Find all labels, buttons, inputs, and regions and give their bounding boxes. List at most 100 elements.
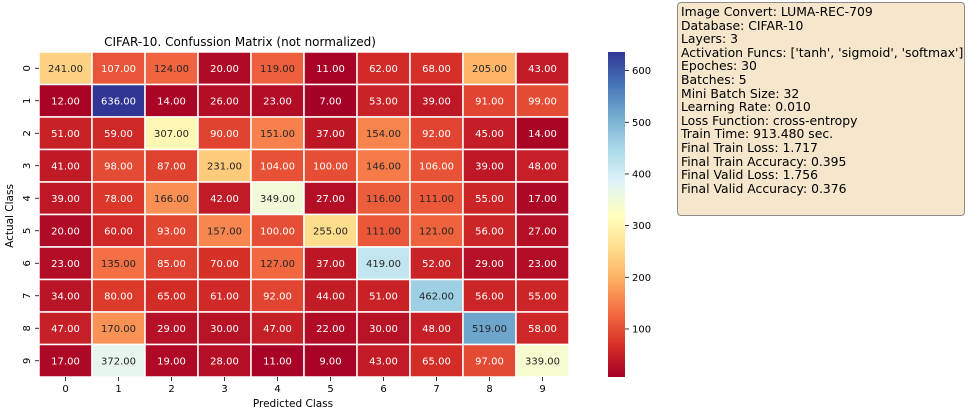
info-line: Final Train Loss: 1.717 (681, 139, 818, 155)
cell-value-label: 349.00 (260, 194, 295, 205)
heatmap-cell (515, 213, 570, 248)
cell-value-label: 58.00 (528, 324, 557, 335)
cell-value-label: 23.00 (51, 259, 80, 270)
cell-value-label: 53.00 (369, 96, 398, 107)
info-line: Final Train Accuracy: 0.395 (681, 153, 847, 169)
cell-value-label: 39.00 (51, 194, 80, 205)
heatmap-cell (38, 213, 93, 248)
y-tick-label: 8 (22, 325, 33, 331)
cell-value-label: 12.00 (51, 96, 80, 107)
heatmap-cell (303, 181, 358, 216)
heatmap-cell (409, 213, 464, 248)
cell-value-label: 34.00 (51, 291, 80, 302)
cell-value-label: 121.00 (419, 226, 454, 237)
cell-value-label: 23.00 (528, 259, 557, 270)
heatmap-cell (356, 51, 411, 86)
cell-value-label: 519.00 (472, 324, 507, 335)
cell-value-label: 42.00 (210, 194, 239, 205)
cell-value-label: 27.00 (528, 226, 557, 237)
cell-value-label: 65.00 (422, 356, 451, 367)
heatmap-cell (515, 51, 570, 86)
info-line: Batches: 5 (681, 71, 747, 87)
cell-value-label: 372.00 (101, 356, 136, 367)
info-line: Image Convert: LUMA-REC-709 (681, 4, 873, 19)
cell-value-label: 154.00 (366, 129, 401, 140)
heatmap-cell (38, 83, 93, 118)
cell-value-label: 636.00 (101, 96, 136, 107)
cell-value-label: 339.00 (525, 356, 560, 367)
cell-value-label: 20.00 (51, 226, 80, 237)
heatmap-cell (144, 51, 199, 86)
cell-value-label: 23.00 (263, 96, 292, 107)
x-tick-label: 5 (327, 384, 333, 395)
cell-value-label: 30.00 (210, 324, 239, 335)
cell-value-label: 29.00 (157, 324, 186, 335)
x-tick-label: 1 (115, 384, 121, 395)
cell-value-label: 119.00 (260, 64, 295, 75)
x-tick-label: 6 (380, 384, 386, 395)
heatmap-cell (462, 181, 517, 216)
heatmap-cell (303, 51, 358, 86)
x-tick-label: 4 (274, 384, 280, 395)
cell-value-label: 205.00 (472, 64, 507, 75)
cell-value-label: 68.00 (422, 64, 451, 75)
heatmap-cell (250, 343, 305, 378)
colorbar-tick-label: 200 (632, 273, 651, 284)
cell-value-label: 92.00 (422, 129, 451, 140)
colorbar-tick-label: 300 (632, 221, 651, 232)
cell-value-label: 51.00 (51, 129, 80, 140)
cell-value-label: 85.00 (157, 259, 186, 270)
cell-value-label: 111.00 (419, 194, 454, 205)
cell-value-label: 98.00 (104, 161, 133, 172)
cell-value-label: 111.00 (366, 226, 401, 237)
cell-value-label: 93.00 (157, 226, 186, 237)
cell-value-label: 100.00 (313, 161, 348, 172)
cell-value-label: 26.00 (210, 96, 239, 107)
cell-value-label: 124.00 (154, 64, 189, 75)
cell-value-label: 52.00 (422, 259, 451, 270)
heatmap-cell (515, 148, 570, 183)
info-line: Mini Batch Size: 32 (681, 85, 800, 101)
heatmap-cell (515, 311, 570, 346)
cell-value-label: 87.00 (157, 161, 186, 172)
heatmap-cell (144, 246, 199, 281)
heatmap-cell (303, 213, 358, 248)
x-tick-label: 8 (486, 384, 492, 395)
cell-value-label: 55.00 (528, 291, 557, 302)
cell-value-label: 60.00 (104, 226, 133, 237)
cell-value-label: 166.00 (154, 194, 189, 205)
cell-value-label: 47.00 (263, 324, 292, 335)
heatmap-cell (515, 343, 570, 378)
cell-value-label: 30.00 (369, 324, 398, 335)
cell-value-label: 28.00 (210, 356, 239, 367)
heatmap-cell (409, 83, 464, 118)
y-tick-label: 9 (22, 358, 33, 364)
cell-value-label: 37.00 (316, 129, 345, 140)
cell-value-label: 107.00 (101, 64, 136, 75)
cell-value-label: 11.00 (263, 356, 292, 367)
x-axis-label: Predicted Class (253, 398, 333, 410)
info-line: Final Valid Loss: 1.756 (681, 167, 819, 183)
cell-value-label: 43.00 (528, 64, 557, 75)
cell-value-label: 80.00 (104, 291, 133, 302)
cell-value-label: 65.00 (157, 291, 186, 302)
y-tick-label: 0 (22, 65, 33, 71)
y-axis-ticks: 0 1 2 3 4 5 6 7 8 9 (22, 65, 39, 364)
cell-value-label: 61.00 (210, 291, 239, 302)
heatmap-cell (303, 311, 358, 346)
cell-value-label: 45.00 (475, 129, 504, 140)
cell-value-label: 44.00 (316, 291, 345, 302)
heatmap-cell (462, 278, 517, 313)
cell-value-label: 37.00 (316, 259, 345, 270)
heatmap-cell (197, 51, 252, 86)
heatmap-cell (91, 213, 146, 248)
x-tick-label: 2 (168, 384, 174, 395)
cell-value-label: 92.00 (263, 291, 292, 302)
cell-value-label: 104.00 (260, 161, 295, 172)
info-line: Layers: 3 (681, 31, 738, 47)
y-tick-label: 6 (22, 260, 33, 266)
cell-value-label: 462.00 (419, 291, 454, 302)
cell-value-label: 29.00 (475, 259, 504, 270)
cell-value-label: 14.00 (157, 96, 186, 107)
cell-value-label: 39.00 (422, 96, 451, 107)
